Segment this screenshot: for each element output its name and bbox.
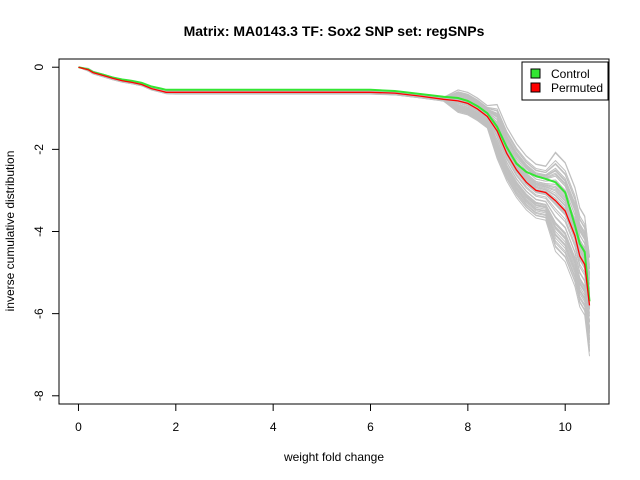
y-axis: 0 -2 -4 -6 -8 <box>32 64 60 401</box>
permutation-run-line <box>78 66 590 333</box>
permutation-run-line <box>78 66 590 322</box>
permutation-run-line <box>78 66 590 329</box>
permutation-run-line <box>78 66 590 322</box>
permutation-run-line <box>78 66 590 351</box>
series-lines <box>78 66 591 306</box>
x-axis-label: weight fold change <box>283 450 384 464</box>
legend-label-permuted: Permuted <box>551 81 603 95</box>
permutation-run-line <box>78 66 590 357</box>
permutation-run-line <box>78 66 590 328</box>
legend-box <box>521 61 609 101</box>
permutation-run-line <box>78 66 590 332</box>
permutation-run-line <box>78 66 590 334</box>
permutation-run-line <box>78 66 590 329</box>
permutation-run-line <box>78 66 590 275</box>
permutation-runs <box>78 66 590 357</box>
y-tick-label: -2 <box>32 144 46 155</box>
permutation-run-line <box>78 66 590 314</box>
permutation-run-line <box>78 66 590 323</box>
permutation-run-line <box>78 66 590 343</box>
x-axis: 0 2 4 6 8 10 <box>75 403 573 434</box>
chart-title: Matrix: MA0143.3 TF: Sox2 SNP set: regSN… <box>184 23 485 39</box>
legend-label-control: Control <box>551 67 590 81</box>
legend-swatch-control <box>530 68 541 79</box>
y-tick-label: -6 <box>32 308 46 319</box>
permutation-run-line <box>78 66 590 276</box>
permutation-run-line <box>78 66 590 276</box>
permutation-run-line <box>78 66 590 351</box>
legend-swatch-permuted <box>530 82 541 93</box>
x-tick-label: 6 <box>367 420 374 434</box>
permutation-run-line <box>78 66 590 276</box>
x-tick-label: 2 <box>172 420 179 434</box>
permutation-run-line <box>78 66 590 348</box>
permutation-run-line <box>78 66 590 352</box>
permutation-run-line <box>78 66 590 330</box>
series-line-control <box>78 66 591 302</box>
y-tick-label: 0 <box>32 64 46 71</box>
x-tick-label: 10 <box>559 420 573 434</box>
x-tick-label: 0 <box>75 420 82 434</box>
series-line-permuted <box>78 66 591 306</box>
permutation-run-line <box>78 66 590 337</box>
permutation-run-line <box>78 66 590 281</box>
permutation-run-line <box>78 66 590 323</box>
y-tick-label: -4 <box>32 226 46 237</box>
permutation-run-line <box>78 66 590 276</box>
x-tick-label: 8 <box>465 420 472 434</box>
permutation-run-line <box>78 66 590 341</box>
plot-frame <box>58 58 610 405</box>
y-tick-label: -8 <box>32 390 46 401</box>
y-axis-label: inverse cumulative distribution <box>3 151 17 312</box>
permutation-run-line <box>78 66 590 346</box>
permutation-run-line <box>78 66 590 341</box>
permutation-run-line <box>78 66 590 328</box>
legend: Control Permuted <box>521 61 609 101</box>
permutation-run-line <box>78 66 590 339</box>
x-tick-label: 4 <box>270 420 277 434</box>
